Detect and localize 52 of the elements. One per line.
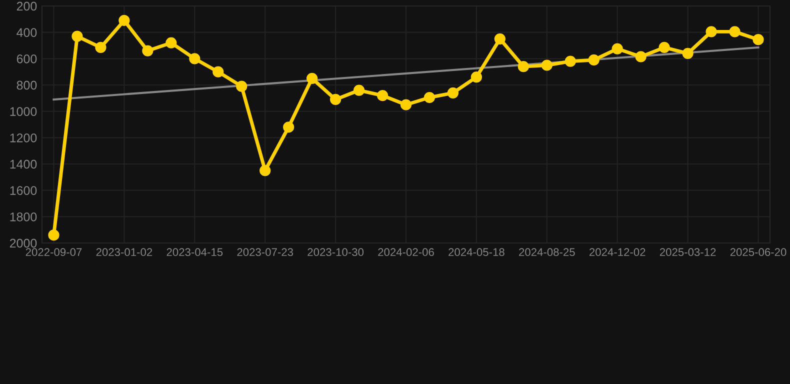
y-tick-label: 1600	[10, 186, 37, 195]
point	[658, 42, 670, 54]
point	[729, 26, 740, 38]
y-tick-label: 1200	[10, 133, 37, 142]
point	[470, 72, 482, 83]
y-tick-label: 1800	[10, 212, 37, 222]
point	[260, 165, 271, 176]
point	[706, 26, 717, 38]
y-tick-label: 200	[16, 2, 37, 11]
point	[518, 61, 529, 72]
point	[189, 53, 200, 64]
x-tick-label: 2024-02-06	[378, 248, 434, 256]
x-tick-label: 2023-10-30	[308, 248, 364, 256]
y-tick-label: 1400	[10, 160, 37, 169]
x-tick-label: 2025-03-12	[660, 248, 716, 256]
point	[330, 94, 342, 106]
x-tick-label: 2024-08-25	[519, 248, 575, 256]
point	[236, 80, 248, 92]
point	[48, 230, 60, 241]
point	[376, 90, 388, 102]
point	[142, 45, 154, 56]
point	[212, 66, 224, 78]
point	[306, 72, 318, 84]
point	[424, 92, 436, 104]
point	[118, 14, 130, 26]
x-tick-label: 2025-06-20	[730, 248, 786, 256]
point	[447, 87, 459, 98]
x-tick-label: 2024-05-18	[448, 248, 504, 256]
point	[752, 34, 764, 46]
y-tick-label: 1000	[10, 107, 37, 116]
point	[612, 43, 623, 54]
point	[635, 51, 646, 62]
x-tick-label: 2022-09-07	[26, 248, 82, 256]
x-tick-label: 2023-01-02	[96, 248, 152, 256]
point	[166, 37, 177, 48]
point	[494, 33, 506, 44]
y-tick-label: 800	[16, 80, 37, 90]
point	[588, 54, 600, 66]
y-tick-label: 600	[16, 54, 37, 64]
point	[95, 42, 106, 54]
point	[283, 122, 294, 133]
point	[353, 84, 365, 96]
x-tick-label: 2023-04-15	[166, 248, 223, 256]
point	[682, 48, 694, 59]
y-tick-label: 2000	[10, 238, 37, 248]
point	[72, 30, 83, 42]
point	[400, 99, 412, 110]
point	[541, 60, 552, 71]
y-tick-label: 400	[16, 28, 37, 37]
x-tick-label: 2024-12-02	[590, 248, 646, 256]
x-tick-label: 2023-07-23	[237, 248, 294, 256]
point	[564, 56, 576, 67]
